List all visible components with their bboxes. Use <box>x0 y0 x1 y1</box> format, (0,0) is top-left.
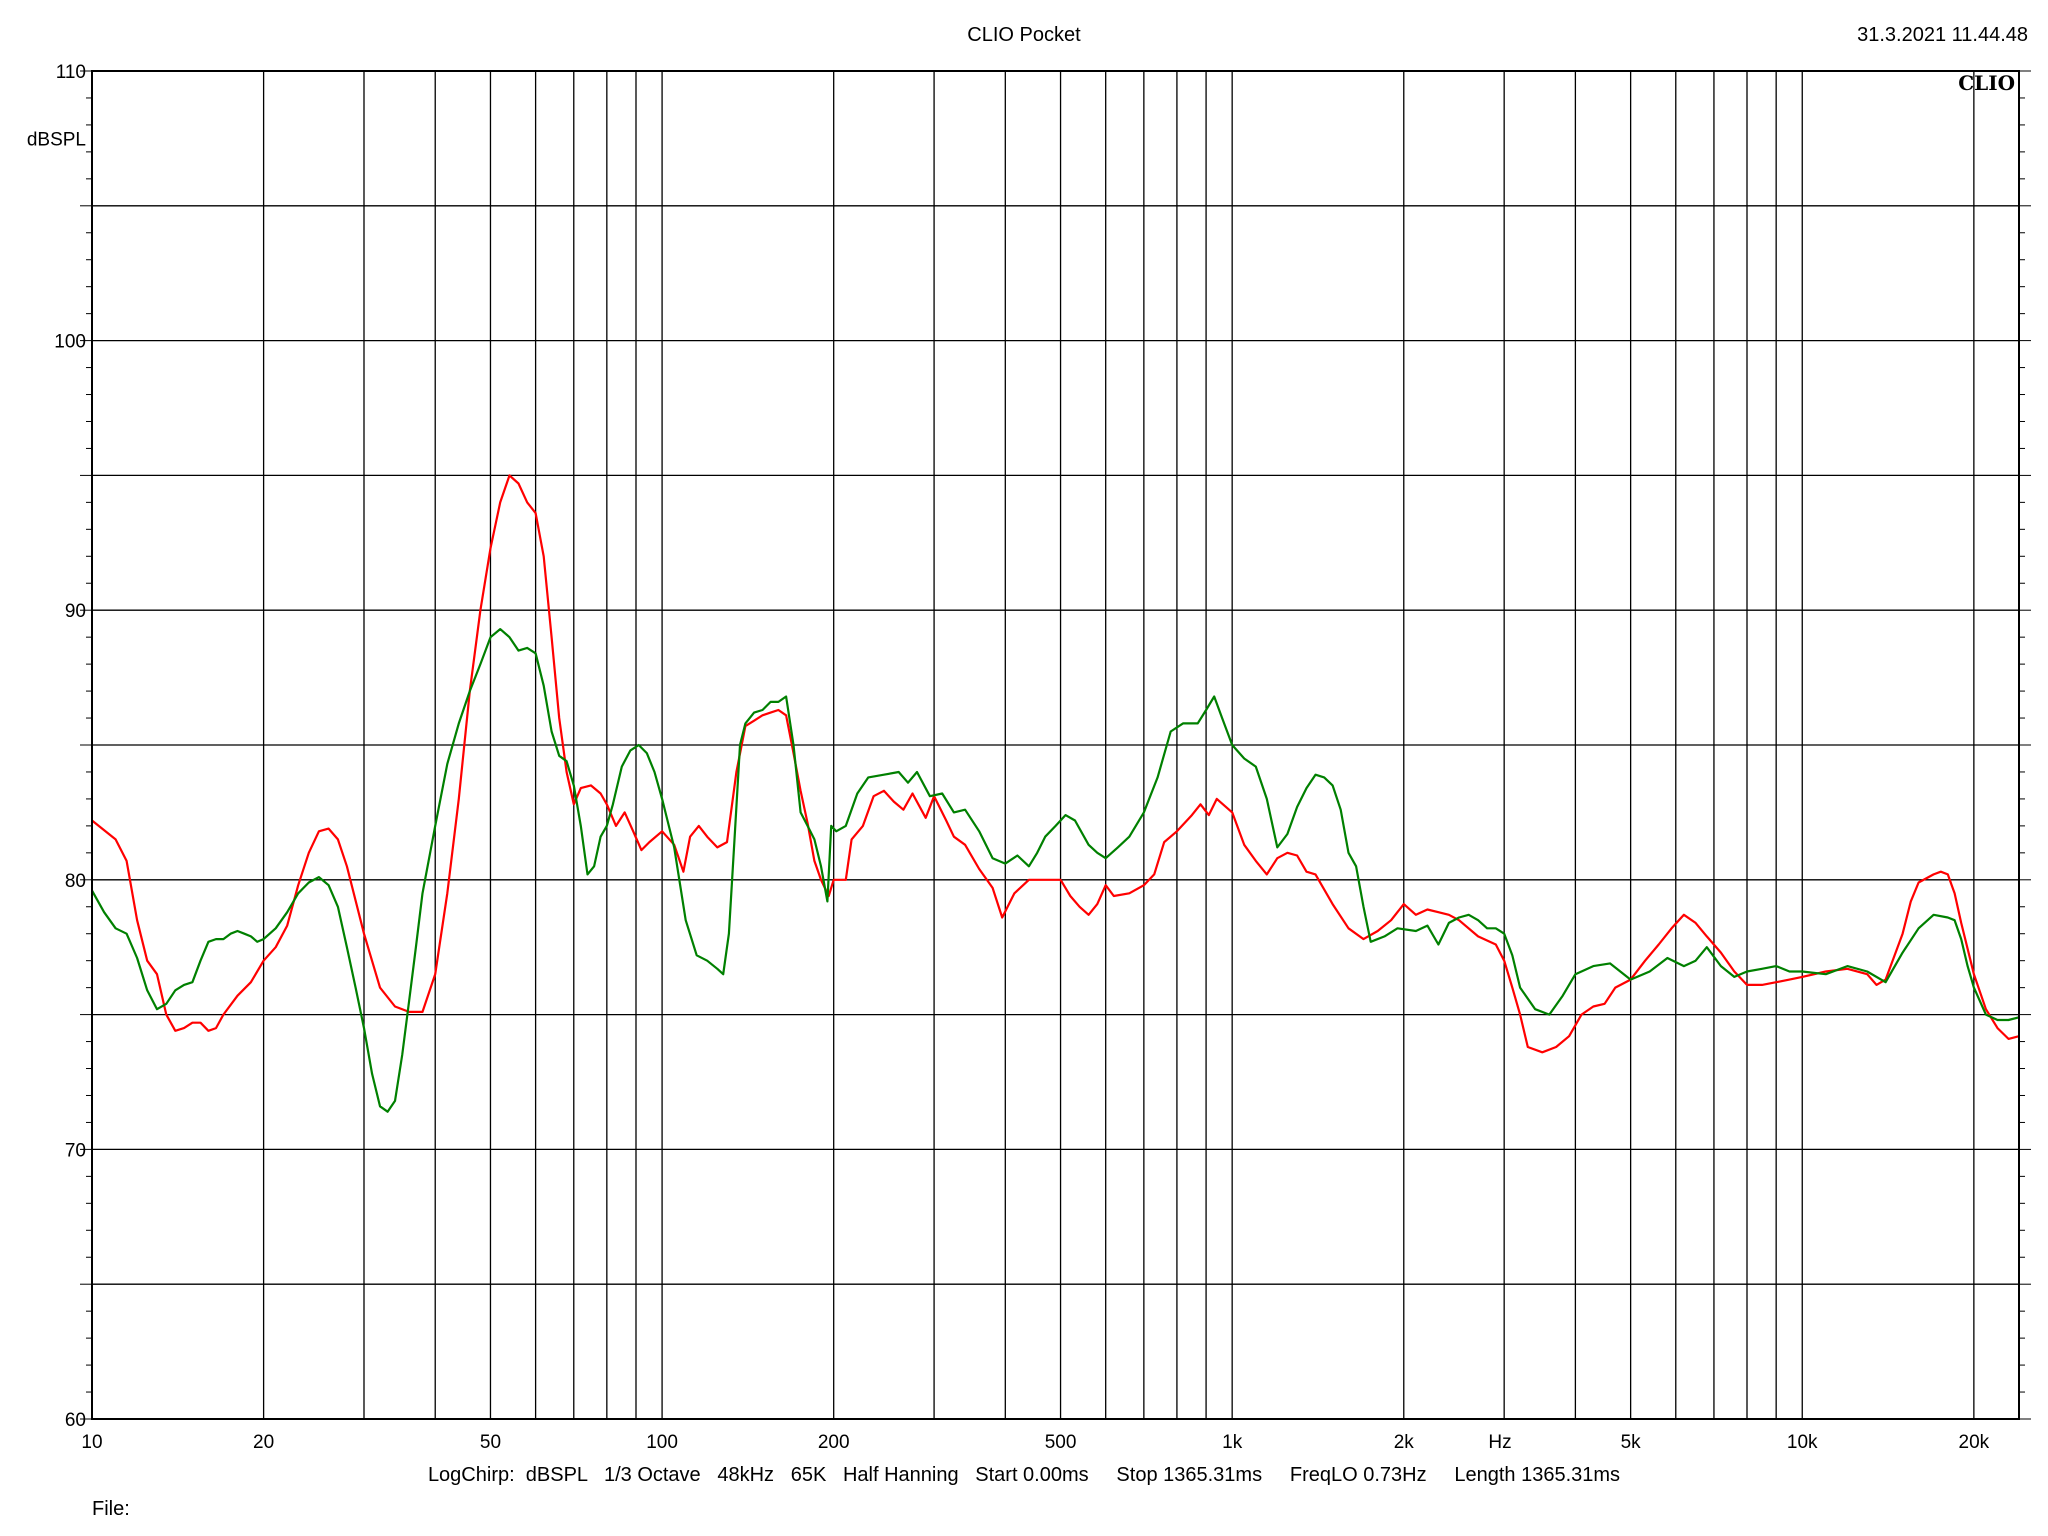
measurement-settings: LogChirp: dBSPL 1/3 Octave 48kHz 65K Hal… <box>427 1464 1621 1486</box>
axis-labels: 10 20 50 100 200 500 1k 2k 5k 10k 20k Hz 60 70 80 90 100… <box>27 62 2015 1453</box>
x-tick-label: 200 <box>818 1432 850 1453</box>
x-tick-label: 20k <box>1959 1432 1990 1453</box>
x-tick-label: 5k <box>1621 1432 1642 1453</box>
y-axis-label: dBSPL <box>27 129 86 150</box>
y-tick-label: 60 <box>65 1410 86 1431</box>
y-tick-label: 100 <box>54 332 86 353</box>
x-tick-label: 20 <box>253 1432 274 1453</box>
x-tick-label: 1k <box>1222 1432 1243 1453</box>
clio-logo: CLIO <box>1958 71 2015 95</box>
file-label: File: <box>92 1498 130 1520</box>
y-tick-label: 80 <box>65 871 86 892</box>
x-tick-label: 100 <box>646 1432 678 1453</box>
x-tick-label: 50 <box>480 1432 501 1453</box>
x-tick-label: 2k <box>1394 1432 1415 1453</box>
plot-frame <box>91 70 2020 1420</box>
x-tick-label: 500 <box>1045 1432 1077 1453</box>
y-tick-label: 90 <box>65 601 86 622</box>
series-lines <box>91 474 2020 1113</box>
y-tick-label: 110 <box>56 62 86 83</box>
series-line-2 <box>91 628 2020 1113</box>
grid <box>91 70 2019 1420</box>
timestamp: 31.3.2021 11.44.48 <box>1857 24 2028 46</box>
x-tick-label: 10 <box>81 1432 102 1453</box>
series-line-1 <box>91 474 2020 1054</box>
chart-title: CLIO Pocket <box>967 24 1081 46</box>
x-axis-unit-label: Hz <box>1488 1432 1511 1453</box>
x-tick-label: 10k <box>1787 1432 1818 1453</box>
y-tick-label: 70 <box>65 1140 86 1161</box>
